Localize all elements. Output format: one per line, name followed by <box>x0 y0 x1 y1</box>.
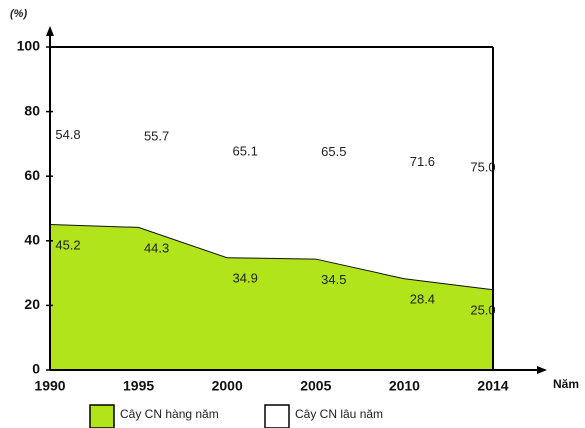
value-label: 54.8 <box>55 127 80 142</box>
y-axis-label: (%) <box>10 8 27 20</box>
value-label: 75.0 <box>470 160 495 175</box>
legend-swatch <box>89 404 115 428</box>
value-label: 34.5 <box>321 272 346 287</box>
y-tick-label: 60 <box>24 167 40 183</box>
x-arrow <box>537 366 547 374</box>
legend-label: Cây CN lâu năm <box>295 407 383 421</box>
value-label: 25.0 <box>470 303 495 318</box>
y-tick-label: 100 <box>17 38 41 54</box>
value-label: 34.9 <box>233 271 258 286</box>
y-arrow <box>46 26 54 36</box>
value-label: 65.5 <box>321 144 346 159</box>
area <box>50 47 493 290</box>
value-label: 45.2 <box>55 237 80 252</box>
value-label: 71.6 <box>410 154 435 169</box>
value-label: 44.3 <box>144 240 169 255</box>
x-tick-label: 1995 <box>123 378 154 394</box>
x-tick-label: 2005 <box>300 378 331 394</box>
x-tick-label: 1990 <box>34 378 65 394</box>
value-label: 55.7 <box>144 128 169 143</box>
x-axis-label: Năm <box>553 377 579 391</box>
value-label: 28.4 <box>410 292 435 307</box>
legend-label: Cây CN hàng năm <box>120 407 219 421</box>
y-tick-label: 40 <box>24 232 40 248</box>
y-tick-label: 80 <box>24 102 40 118</box>
area <box>50 224 493 370</box>
y-tick-label: 20 <box>24 296 40 312</box>
y-tick-label: 0 <box>32 361 40 377</box>
x-tick-label: 2010 <box>389 378 420 394</box>
value-label: 65.1 <box>233 144 258 159</box>
x-tick-label: 2014 <box>477 378 508 394</box>
legend-swatch <box>264 404 290 428</box>
x-tick-label: 2000 <box>212 378 243 394</box>
